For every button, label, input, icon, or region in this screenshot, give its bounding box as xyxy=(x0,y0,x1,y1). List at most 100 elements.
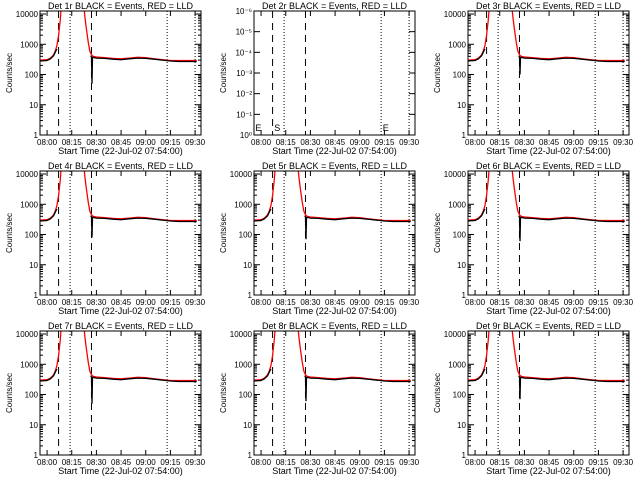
y-tick-label: 1000 xyxy=(234,360,252,369)
x-tick-label: 08:45 xyxy=(539,458,560,467)
series-events xyxy=(40,368,197,404)
x-tick-label: 09:15 xyxy=(374,138,395,147)
y-tick-label: 100 xyxy=(453,71,467,80)
y-tick-label: 10 xyxy=(457,101,466,110)
y-tick-label: 100 xyxy=(453,391,467,400)
x-tick-label: 08:45 xyxy=(325,138,346,147)
y-tick-label: 1 xyxy=(462,291,467,300)
y-tick-label: 10000 xyxy=(444,170,467,179)
x-tick-label: 08:45 xyxy=(325,458,346,467)
x-tick-label: 08:45 xyxy=(111,458,132,467)
y-tick-label: 10 xyxy=(243,261,252,270)
y-tick-label: 10000 xyxy=(230,170,253,179)
y-tick-label: 10 xyxy=(29,421,38,430)
series-lld xyxy=(468,11,625,62)
x-tick-label: 09:00 xyxy=(136,138,157,147)
y-axis-label: Counts/sec xyxy=(433,213,442,253)
plot-frame xyxy=(253,10,416,136)
y-tick-label: 10 xyxy=(29,261,38,270)
x-tick-label: 09:15 xyxy=(374,458,395,467)
x-tick-label: 08:00 xyxy=(37,138,58,147)
x-tick-label: 08:00 xyxy=(251,298,272,307)
x-tick-label: 08:00 xyxy=(251,138,272,147)
panel-4: Det 4r BLACK = Events, RED = LLD Counts/s… xyxy=(5,161,206,316)
x-tick-label: 08:15 xyxy=(62,458,83,467)
y-tick-label: 10⁻² xyxy=(236,90,252,99)
y-tick-label: 10 xyxy=(29,101,38,110)
x-tick-label: 09:15 xyxy=(588,138,609,147)
x-tick-label: 08:15 xyxy=(276,458,297,467)
y-axis-label: Counts/sec xyxy=(219,213,228,253)
x-axis-label: Start Time (22-Jul-02 07:54:00) xyxy=(58,466,183,476)
x-tick-label: 09:30 xyxy=(399,138,420,147)
panel-8: Det 8r BLACK = Events, RED = LLD Counts/s… xyxy=(219,321,420,476)
series-events xyxy=(468,48,625,75)
event-marker-label: E xyxy=(383,123,389,133)
series-events xyxy=(40,208,197,238)
panel-title: Det 4r BLACK = Events, RED = LLD xyxy=(48,161,194,171)
x-tick-label: 09:30 xyxy=(185,298,206,307)
x-tick-label: 08:45 xyxy=(539,138,560,147)
x-tick-label: 09:30 xyxy=(613,138,634,147)
plot-frame xyxy=(39,170,202,296)
y-tick-label: 10 xyxy=(457,421,466,430)
x-tick-label: 08:45 xyxy=(325,298,346,307)
x-tick-label: 09:30 xyxy=(185,138,206,147)
y-tick-label: 100 xyxy=(239,231,253,240)
series-events xyxy=(468,368,625,400)
x-tick-label: 08:00 xyxy=(465,458,486,467)
x-tick-label: 09:15 xyxy=(374,298,395,307)
series-lld xyxy=(40,11,197,62)
y-tick-label: 1000 xyxy=(448,40,466,49)
series-events xyxy=(254,208,411,240)
x-tick-label: 08:15 xyxy=(490,138,511,147)
series-lld xyxy=(40,171,197,222)
panel-title: Det 2r BLACK = Events, RED = LLD xyxy=(262,1,408,11)
y-tick-label: 10000 xyxy=(230,330,253,339)
x-axis-label: Start Time (22-Jul-02 07:54:00) xyxy=(272,146,397,156)
series-lld xyxy=(254,171,411,222)
y-tick-label: 100 xyxy=(453,231,467,240)
x-tick-label: 09:15 xyxy=(588,458,609,467)
x-tick-label: 08:15 xyxy=(276,138,297,147)
y-tick-label: 1000 xyxy=(20,360,38,369)
panel-9: Det 9r BLACK = Events, RED = LLD Counts/s… xyxy=(433,321,634,476)
x-axis-label: Start Time (22-Jul-02 07:54:00) xyxy=(486,146,611,156)
x-tick-label: 08:30 xyxy=(514,458,535,467)
series-events xyxy=(254,368,411,402)
y-tick-label: 10 xyxy=(243,421,252,430)
x-tick-label: 08:15 xyxy=(490,298,511,307)
y-tick-label: 1000 xyxy=(448,360,466,369)
y-tick-label: 10 xyxy=(457,261,466,270)
series-lld xyxy=(40,331,197,382)
x-tick-label: 08:30 xyxy=(86,298,107,307)
y-tick-label: 100 xyxy=(25,71,39,80)
x-tick-label: 08:45 xyxy=(539,298,560,307)
x-tick-label: 09:15 xyxy=(160,138,181,147)
series-lld xyxy=(254,331,411,382)
y-tick-label: 10000 xyxy=(16,10,39,19)
panel-5: Det 5r BLACK = Events, RED = LLD Counts/s… xyxy=(219,161,420,316)
panel-title: Det 9r BLACK = Events, RED = LLD xyxy=(476,321,622,331)
x-tick-label: 09:30 xyxy=(399,458,420,467)
x-tick-label: 09:00 xyxy=(350,298,371,307)
y-tick-label: 10⁻¹ xyxy=(236,110,252,119)
x-tick-label: 08:15 xyxy=(62,298,83,307)
plot-frame xyxy=(39,330,202,456)
plot-frame xyxy=(467,330,630,456)
y-axis-label: Counts/sec xyxy=(219,373,228,413)
x-tick-label: 08:15 xyxy=(62,138,83,147)
x-tick-label: 09:15 xyxy=(160,298,181,307)
x-tick-label: 09:00 xyxy=(564,138,585,147)
x-tick-label: 08:30 xyxy=(86,458,107,467)
y-tick-label: 1 xyxy=(462,131,467,140)
x-tick-label: 08:45 xyxy=(111,298,132,307)
y-axis-label: Counts/sec xyxy=(5,373,14,413)
x-tick-label: 08:30 xyxy=(514,138,535,147)
y-tick-label: 10⁻⁵ xyxy=(236,28,252,37)
x-tick-label: 09:30 xyxy=(185,458,206,467)
x-axis-label: Start Time (22-Jul-02 07:54:00) xyxy=(486,306,611,316)
series-events xyxy=(40,48,197,84)
panel-title: Det 6r BLACK = Events, RED = LLD xyxy=(476,161,622,171)
x-tick-label: 08:30 xyxy=(86,138,107,147)
